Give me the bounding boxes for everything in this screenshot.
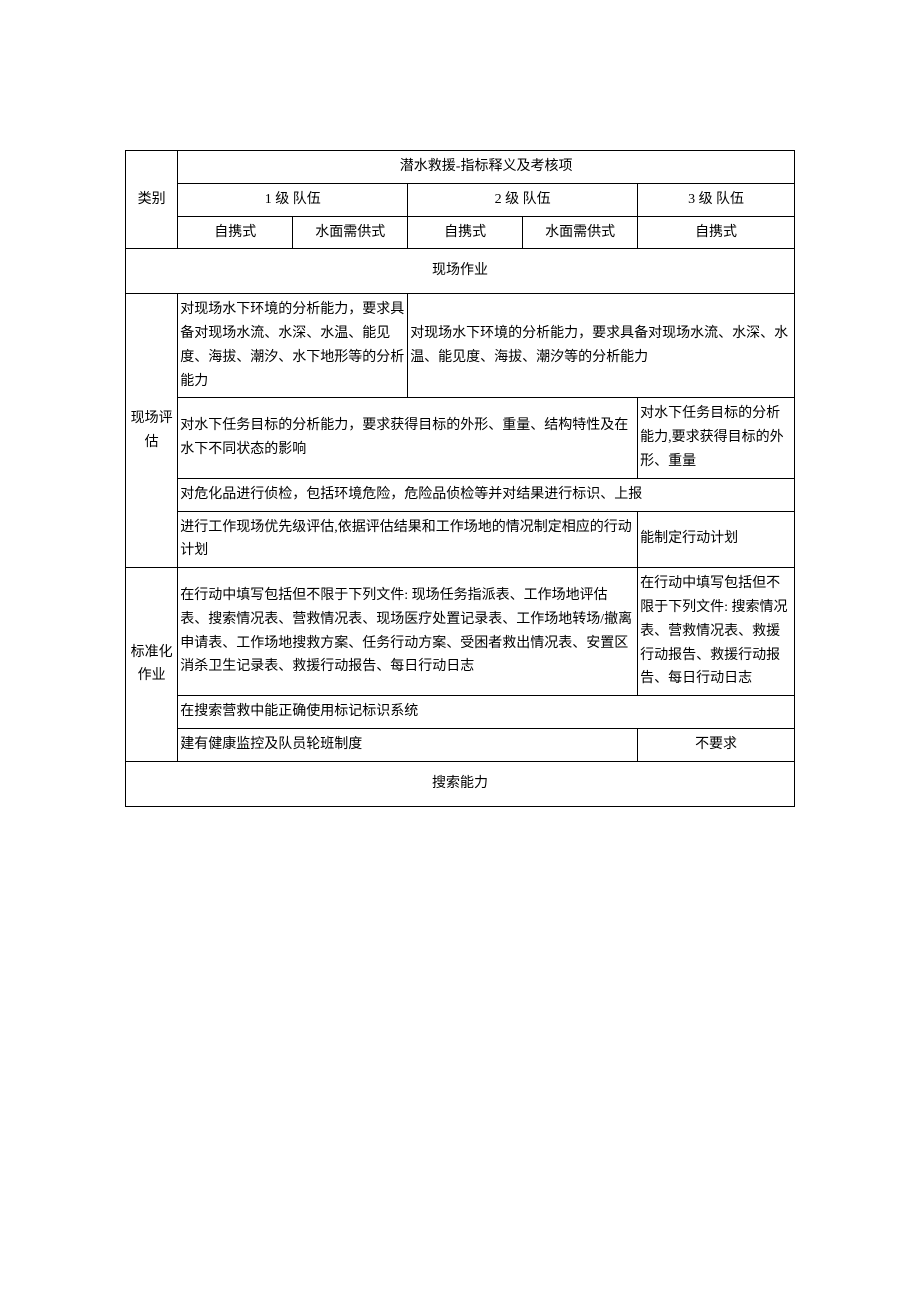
cell-r2-left: 对水下任务目标的分析能力，要求获得目标的外形、重量、结构特性及在水下不同状态的影…	[178, 398, 638, 478]
cell-r3: 对危化品进行侦检，包括环境危险，危险品侦检等并对结果进行标识、上报	[178, 478, 795, 511]
table-row: 现场评估 对现场水下环境的分析能力，要求具备对现场水流、水深、水温、能见度、海拔…	[126, 294, 795, 398]
cell-r7-right: 不要求	[638, 728, 795, 761]
table-row: 对危化品进行侦检，包括环境危险，危险品侦检等并对结果进行标识、上报	[126, 478, 795, 511]
section-row-onsite: 现场作业	[126, 249, 795, 294]
cell-r5-right: 在行动中填写包括但不限于下列文件: 搜索情况表、营救情况表、救援行动报告、救援行…	[638, 568, 795, 696]
assessment-table: 类别 潜水救援-指标释义及考核项 1 级 队伍 2 级 队伍 3 级 队伍 自携…	[125, 150, 795, 807]
sub-header-shuimian-1: 水面需供式	[293, 216, 408, 249]
cell-r7-left: 建有健康监控及队员轮班制度	[178, 728, 638, 761]
cell-r2-right: 对水下任务目标的分析能力,要求获得目标的外形、重量	[638, 398, 795, 478]
header-row-2: 1 级 队伍 2 级 队伍 3 级 队伍	[126, 183, 795, 216]
sub-header-zixie-1: 自携式	[178, 216, 293, 249]
sub-header-zixie-3: 自携式	[638, 216, 795, 249]
sub-header-shuimian-2: 水面需供式	[523, 216, 638, 249]
cell-r4-right: 能制定行动计划	[638, 511, 795, 568]
cell-r1-left: 对现场水下环境的分析能力，要求具备对现场水流、水深、水温、能见度、海拔、潮汐、水…	[178, 294, 408, 398]
level3-header: 3 级 队伍	[638, 183, 795, 216]
table-row: 建有健康监控及队员轮班制度 不要求	[126, 728, 795, 761]
level1-header: 1 级 队伍	[178, 183, 408, 216]
table-row: 进行工作现场优先级评估,依据评估结果和工作场地的情况制定相应的行动计划 能制定行…	[126, 511, 795, 568]
section-row-search: 搜索能力	[126, 761, 795, 806]
assess-category-label: 现场评估	[126, 294, 178, 568]
table-row: 标准化作业 在行动中填写包括但不限于下列文件: 现场任务指派表、工作场地评估表、…	[126, 568, 795, 696]
cell-r1-right: 对现场水下环境的分析能力，要求具备对现场水流、水深、水温、能见度、海拔、潮汐等的…	[408, 294, 795, 398]
table-row: 在搜索营救中能正确使用标记标识系统	[126, 696, 795, 729]
section-search-label: 搜索能力	[126, 761, 795, 806]
table-title: 潜水救援-指标释义及考核项	[178, 151, 795, 184]
table-row: 对水下任务目标的分析能力，要求获得目标的外形、重量、结构特性及在水下不同状态的影…	[126, 398, 795, 478]
header-row-3: 自携式 水面需供式 自携式 水面需供式 自携式	[126, 216, 795, 249]
cell-r6: 在搜索营救中能正确使用标记标识系统	[178, 696, 795, 729]
category-header: 类别	[126, 151, 178, 249]
header-row-1: 类别 潜水救援-指标释义及考核项	[126, 151, 795, 184]
standardize-category-label: 标准化作业	[126, 568, 178, 762]
sub-header-zixie-2: 自携式	[408, 216, 523, 249]
cell-r5-left: 在行动中填写包括但不限于下列文件: 现场任务指派表、工作场地评估表、搜索情况表、…	[178, 568, 638, 696]
cell-r4-left: 进行工作现场优先级评估,依据评估结果和工作场地的情况制定相应的行动计划	[178, 511, 638, 568]
section-onsite-label: 现场作业	[126, 249, 795, 294]
level2-header: 2 级 队伍	[408, 183, 638, 216]
